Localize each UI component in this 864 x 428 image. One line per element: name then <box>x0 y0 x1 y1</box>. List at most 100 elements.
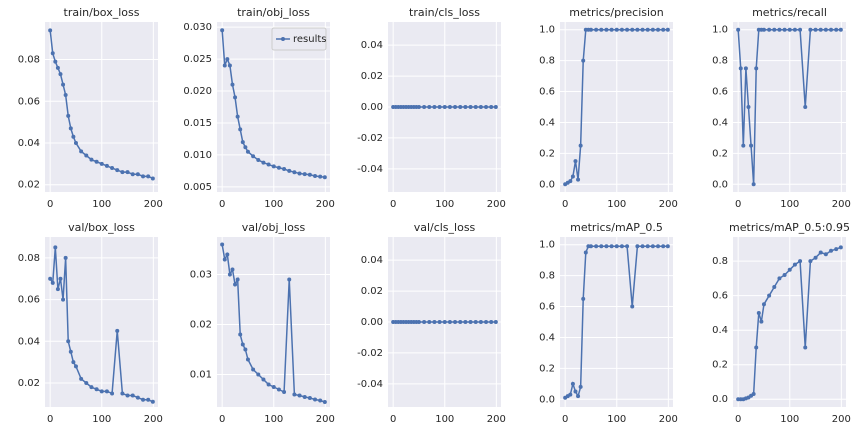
point <box>422 105 427 109</box>
y-tick-label: 0.01 <box>190 370 212 381</box>
y-tick-label: 1.0 <box>539 240 555 251</box>
point <box>665 27 670 32</box>
y-tick-label: 0.020 <box>183 86 212 97</box>
y-tick-label: -0.04 <box>357 379 383 390</box>
x-tick-label: 200 <box>832 414 851 425</box>
point <box>256 158 261 163</box>
x-tick-label: 100 <box>435 414 454 425</box>
point <box>635 27 640 32</box>
legend-marker <box>281 37 285 41</box>
point <box>738 66 743 71</box>
point <box>468 105 473 109</box>
y-tick-label: 0.2 <box>539 148 555 159</box>
point <box>84 381 89 386</box>
point <box>230 82 235 87</box>
point <box>818 250 823 255</box>
point <box>238 332 243 337</box>
legend-label: results <box>293 34 327 45</box>
point <box>656 244 661 249</box>
point <box>599 27 604 32</box>
x-tick-label: 100 <box>607 414 626 425</box>
y-tick-label: 0.6 <box>712 87 728 98</box>
point <box>749 143 754 148</box>
point <box>661 244 666 249</box>
point <box>307 172 312 177</box>
point <box>493 320 498 324</box>
y-tick-label: 0.06 <box>18 96 40 107</box>
point <box>322 175 327 180</box>
point <box>61 297 66 302</box>
point <box>313 397 318 402</box>
point <box>115 168 120 173</box>
y-tick-label: 0.0 <box>712 394 728 405</box>
point <box>656 27 661 32</box>
y-tick-label: 0.8 <box>539 271 555 282</box>
point <box>94 159 99 164</box>
x-tick-label: 200 <box>832 199 851 210</box>
point <box>767 27 772 32</box>
y-tick-label: 1.0 <box>712 25 728 36</box>
point <box>110 391 115 396</box>
y-tick-label: 0.025 <box>183 54 212 65</box>
y-tick-label: 0.02 <box>18 180 40 191</box>
y-tick-label: 0.4 <box>539 117 555 128</box>
y-tick-label: -0.04 <box>357 164 383 175</box>
y-tick-label: 0.8 <box>712 256 728 267</box>
point <box>568 179 573 184</box>
point <box>243 347 248 352</box>
x-tick-label: 100 <box>780 414 799 425</box>
point <box>594 244 599 249</box>
y-tick-label: 0.03 <box>190 270 212 281</box>
point <box>297 171 302 176</box>
y-tick-label: 0.00 <box>361 102 383 113</box>
point <box>276 165 281 170</box>
y-tick-label: 0.08 <box>18 253 40 264</box>
point <box>48 276 53 281</box>
x-tick-label: 200 <box>144 414 163 425</box>
point <box>759 319 764 324</box>
point <box>829 27 834 32</box>
x-tick-label: 100 <box>92 199 111 210</box>
point <box>104 389 109 394</box>
point <box>238 127 243 132</box>
y-tick-label: 0.02 <box>361 286 383 297</box>
x-tick-label: 0 <box>390 199 396 210</box>
point <box>220 242 225 247</box>
point <box>276 387 281 392</box>
chart-title: metrics/recall <box>752 6 827 19</box>
point <box>245 357 250 362</box>
x-tick-label: 100 <box>264 199 283 210</box>
point <box>233 282 238 287</box>
point <box>782 272 787 277</box>
point <box>792 27 797 32</box>
chart-title: val/box_loss <box>68 221 135 234</box>
point <box>230 267 235 272</box>
y-tick-label: 0.015 <box>183 118 212 129</box>
point <box>125 393 130 398</box>
x-tick-label: 0 <box>562 414 568 425</box>
point <box>66 113 71 118</box>
point <box>73 364 78 369</box>
point <box>146 397 151 402</box>
point <box>619 27 624 32</box>
point <box>645 244 650 249</box>
point <box>150 399 155 404</box>
point <box>58 72 63 77</box>
point <box>79 376 84 381</box>
point <box>245 149 250 154</box>
y-tick-label: 0.2 <box>539 363 555 374</box>
point <box>135 172 140 177</box>
point <box>135 395 140 400</box>
point <box>322 400 327 404</box>
point <box>484 320 489 324</box>
point <box>94 387 99 392</box>
point <box>307 396 312 400</box>
point <box>614 27 619 32</box>
point <box>803 105 808 109</box>
point <box>89 385 94 390</box>
y-tick-label: 0.0 <box>539 179 555 190</box>
x-tick-label: 0 <box>219 199 225 210</box>
chart-title: train/obj_loss <box>237 6 310 19</box>
point <box>743 66 748 71</box>
